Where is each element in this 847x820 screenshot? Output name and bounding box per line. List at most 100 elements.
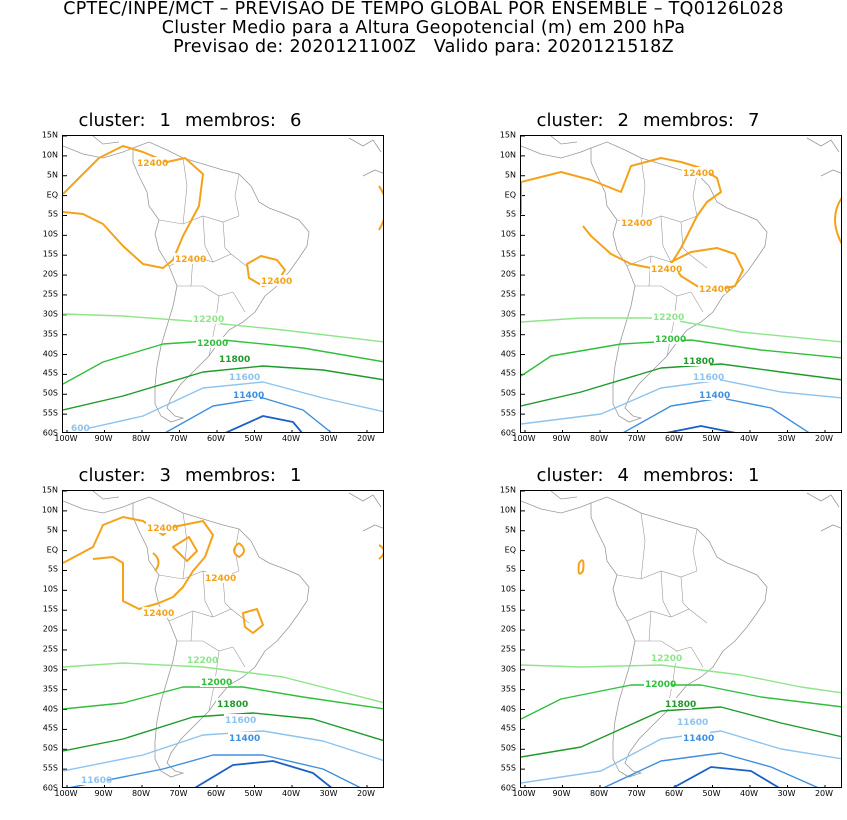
latitude-tick-label: 35S [500,684,516,694]
latitude-tick-label: 10S [500,584,516,594]
country-border [640,512,646,580]
map-panel-cluster-4: cluster: 4 membros: 1 15N 10N 5N EQ 5S 10S 15S 20S 2… [458,465,847,820]
contour-label-l11800: 11800 [217,700,248,710]
latitude-tick-label: 45S [42,368,58,378]
latitude-tick-label: 25S [500,289,516,299]
contour-map: 12200 12000 11800 11600 11400 [521,491,841,787]
contour-label-bg [664,698,692,709]
latitude-tick-label: 40S [500,704,516,714]
contour-12400 [378,544,383,560]
contour-label-l12400b: 12400 [205,574,236,584]
latitude-tick-label: 10S [42,584,58,594]
latitude-axis: 15N 10N 5N EQ 5S 10S 15S 20S 25S 30S 35S 40S 45S 50S 5… [458,131,518,438]
country-border [202,570,214,618]
longitude-tick-label: 20W [356,789,376,798]
south-america-coastline [590,141,768,423]
longitude-tick-label: 50W [702,789,721,798]
map-frame: 12400 12400 12400 12400 12200 12000 11800 11600… [520,135,842,433]
contour-label-bg [224,714,252,725]
country-border [177,285,234,297]
contour-label-l11600: 11600 [677,718,708,728]
cluster-number: 2 [617,110,629,131]
longitude-tick-label: 90W [94,789,113,798]
latitude-tick-label: 5S [47,209,58,219]
latitude-tick-label: 10N [41,505,58,515]
contour-label-bg [196,337,224,348]
contour-11200 [672,766,780,787]
contour-label-l11400: 11400 [699,391,730,401]
latitude-tick-label: 40S [42,349,58,359]
latitude-tick-label: 20S [42,624,58,634]
latitude-tick-label: 15N [41,130,58,140]
longitude-tick-label: 60W [206,434,226,443]
contour-label-bg [186,654,214,665]
latitude-tick-label: 20S [500,269,516,279]
longitude-tick-label: 100W [512,434,536,443]
longitude-axis: 100W 90W 80W 70W 60W 50W 40W 30W 20W [512,789,842,801]
contour-label-bg [136,157,164,168]
panel-title: cluster: 2 membros: 7 [458,110,838,131]
longitude-tick-label: 40W [281,789,301,798]
latitude-tick-label: 60S [500,428,516,438]
longitude-tick-label: 30W [777,434,796,443]
country-border [222,221,232,255]
contour-label-l12400c: 12400 [651,265,682,275]
central-america-coastline [521,136,592,159]
contour-label-bg [228,371,256,382]
contour-label-bg [260,275,288,286]
latitude-tick-label: 25S [42,644,58,654]
contour-11600 [68,381,383,432]
map-panel-cluster-1: cluster: 1 membros: 6 15N 10N 5N EQ 5S 10S 15S 20S 2… [0,110,423,465]
latitude-axis: 15N 10N 5N EQ 5S 10S 15S 20S 25S 30S 35S 40S 45S 50S 5… [0,131,60,438]
contour-label-l12200: 12200 [651,654,682,664]
latitude-tick-label: 15S [500,249,516,259]
latitude-tick-label: 30S [500,309,516,319]
cluster-number: 1 [159,110,171,131]
central-america-coastline [63,491,134,514]
latitude-tick-label: 10S [500,229,516,239]
contour-label-l11600: 11600 [225,716,256,726]
longitude-axis: 100W 90W 80W 70W 60W 50W 40W 30W 20W [512,434,842,446]
latitude-tick-label: 15N [499,485,516,495]
contour-12000 [521,339,841,377]
contour-12400 [670,247,744,291]
contour-11600 [521,379,841,425]
contour-label-l11600: 11600 [229,373,260,383]
longitude-tick-label: 60W [206,789,226,798]
longitude-tick-label: 20W [356,434,376,443]
latitude-axis: 15N 10N 5N EQ 5S 10S 15S 20S 25S 30S 35S 40S 45S 50S 5… [0,486,60,793]
country-border [635,285,692,297]
latitude-tick-label: 15S [42,249,58,259]
panel-title: cluster: 1 membros: 6 [0,110,380,131]
contour-11800 [63,712,383,752]
cluster-word: cluster: [536,465,604,486]
cluster-number: 3 [159,465,171,486]
country-border [626,608,708,624]
longitude-tick-label: 80W [131,434,151,443]
longitude-tick-label: 80W [131,789,151,798]
longitude-tick-label: 80W [589,789,609,798]
contour-label-l12400c: 12400 [143,609,174,619]
contour-12400 [233,542,245,558]
south-america-coastline [590,496,768,778]
contour-11800 [63,365,383,411]
latitude-tick-label: 45S [500,368,516,378]
longitude-tick-label: 100W [512,789,536,798]
panel-title: cluster: 4 membros: 1 [458,465,838,486]
members-word: membros: [642,465,734,486]
country-border [692,528,698,572]
figure-header: CPTEC/INPE/MCT – PREVISAO DE TEMPO GLOBA… [0,0,847,57]
contour-label-l12000: 12000 [197,339,228,349]
contour-label-bg [228,732,256,743]
map-frame: 12400 12400 12400 12200 12000 11800 11600 11400… [62,490,384,788]
contour-label-bg [644,678,672,689]
latitude-tick-label: 50S [42,743,58,753]
africa-coastline [362,524,383,532]
country-border [222,576,232,610]
country-border [690,646,704,668]
map-panel-cluster-2: cluster: 2 membros: 7 15N 10N 5N EQ 5S 10S 15S 20S 2… [458,110,847,465]
longitude-tick-label: 50W [244,434,263,443]
map-frame: 12200 12000 11800 11600 11400 [520,490,842,788]
latitude-tick-label: 60S [42,783,58,793]
country-border [168,608,250,624]
